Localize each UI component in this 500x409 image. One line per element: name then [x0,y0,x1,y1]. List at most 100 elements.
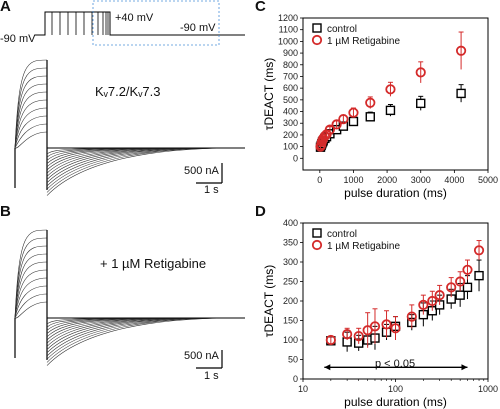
data-point-circle [406,311,417,322]
data-point-circle [434,290,445,301]
data-point-circle [325,334,336,346]
y-tick-label: 100 [283,142,298,152]
data-point-circle [462,264,473,275]
activation-trace-8 [14,293,48,319]
data-point-circle [369,321,381,332]
x-tick-label: 4000 [444,175,464,185]
data-point-square [348,116,359,127]
legend-marker [312,228,322,238]
data-point-circle [446,282,457,293]
chart-d: 0 50 100 150 200 250 300 350 400 10 100 1000 pulse d… [262,218,498,409]
data-point-square [455,290,465,300]
data-point-square [416,98,426,109]
y-tick-label: 0 [293,153,298,163]
activation-trace-5 [14,99,48,149]
y-tick-label: 350 [283,238,298,248]
x-axis-title: pulse duration (ms) [344,395,447,409]
data-point-circle [348,107,359,118]
x-tick-label: 1000 [343,175,363,185]
activation-trace-4 [14,91,48,149]
data-point-circle [324,124,336,135]
y-tick-label: 500 [283,95,298,105]
legend-label: 1 µM Retigabine [327,36,400,47]
significance-arrow-right [461,364,468,371]
data-point-square [365,112,375,122]
x-tick-label: 0 [317,175,322,185]
y-axis-title: τDEACT (ms) [262,265,276,338]
holding-voltage-left: -90 mV [0,33,36,45]
y-tick-label: 300 [283,257,298,267]
data-point-circle [418,299,429,310]
activation-trace-4 [14,261,48,319]
y-tick-label: 200 [283,130,298,140]
y-tick-label: 50 [288,355,298,365]
data-point-circle [342,329,353,340]
data-point-circle [473,245,485,256]
y-tick-label: 800 [283,60,298,70]
panel-d-letter: D [255,203,266,220]
data-point-circle [390,323,401,334]
data-point-circle [331,119,342,130]
x-tick-label: 2000 [377,175,397,185]
scale-bar-b [196,350,223,369]
data-point-circle [338,114,349,125]
activation-trace-3 [14,83,48,149]
y-tick-label: 150 [283,316,298,326]
data-point-circle [385,84,396,95]
data-point-circle [427,295,438,307]
x-tick-label: 5000 [478,175,498,185]
data-point-square [385,105,396,116]
activation-trace-7 [14,285,48,319]
legend-marker [312,23,322,33]
scale-time-a: 1 s [204,184,219,196]
y-tick-label: 100 [283,335,298,345]
x-tick-label: 10 [298,384,308,394]
scale-current-a: 500 nA [184,165,219,177]
panel-a-letter: A [0,0,11,15]
activation-trace-3 [14,253,48,319]
legend-label: 1 µM Retigabine [327,241,400,252]
activation-trace-2 [14,75,48,149]
activation-trace-2 [14,245,48,319]
holding-voltage-right: -90 mV [180,22,216,34]
y-tick-label: 0 [293,374,298,384]
y-tick-label: 400 [283,107,298,117]
current-traces-control [14,59,246,196]
condition-label: + 1 µM Retigabine [100,256,207,271]
protocol-step [35,11,125,36]
data-point-circle [455,276,466,287]
activation-trace-6 [14,107,48,149]
data-point-circle [415,67,426,78]
y-tick-label: 250 [283,277,298,287]
x-axis-title: pulse duration (ms) [344,186,447,200]
scale-bar-a [196,163,223,184]
y-tick-label: 300 [283,118,298,128]
x-tick-label: 1000 [478,384,498,394]
activation-trace-9 [14,131,48,149]
data-point-circle [365,97,376,108]
y-axis-title: τDEACT (ms) [262,58,276,131]
activation-trace-5 [14,269,48,319]
channel-label: Kᵥ7.2/Kᵥ7.3 [95,84,161,99]
activation-trace-7 [14,115,48,149]
activation-trace-9 [14,301,48,319]
legend-marker [311,239,323,251]
x-tick-label: 100 [388,384,403,394]
voltage-protocol [35,11,245,36]
y-tick-label: 600 [283,83,298,93]
y-tick-label: 200 [283,296,298,306]
legend-marker [311,34,323,46]
data-point-circle [381,319,392,330]
scale-time-b: 1 s [204,370,219,382]
y-tick-label: 1000 [278,36,298,46]
data-point-square [456,88,466,99]
data-point-square [474,270,484,281]
activation-trace-6 [14,277,48,319]
tail-trace-12 [46,317,246,363]
panel-b-letter: B [0,203,11,220]
current-traces-retigabine [14,229,246,366]
tail-trace-12 [46,147,246,193]
chart-c: 0100200300400500600700800900100011001200… [262,13,498,200]
panel-c-letter: C [255,0,266,15]
